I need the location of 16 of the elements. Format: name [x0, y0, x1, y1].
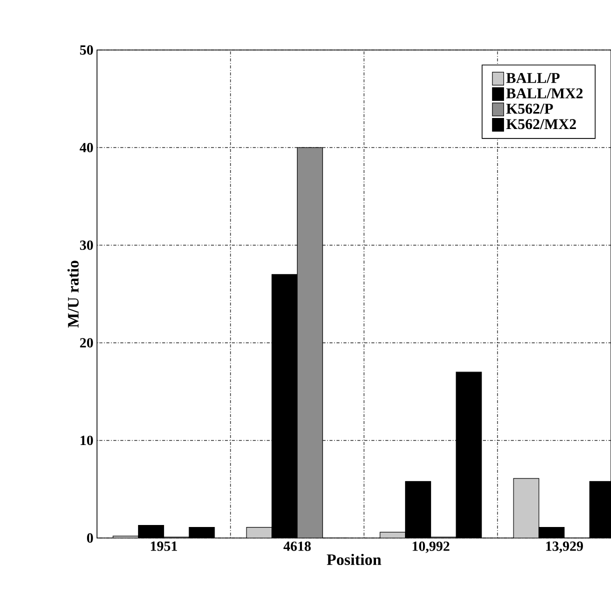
x-tick-label: 1951 — [150, 542, 177, 551]
x-tick-label: 10,992 — [412, 542, 450, 553]
legend-label: K562/MX2 — [506, 119, 576, 130]
legend-label: K562/P — [506, 104, 553, 114]
y-tick-label: 30 — [80, 240, 93, 250]
y-tick-label: 0 — [87, 533, 93, 543]
legend-label: BALL/MX2 — [506, 88, 583, 98]
y-tick-label: 20 — [80, 338, 93, 348]
y-tick-label: 50 — [80, 45, 93, 55]
x-axis-title: Position — [326, 554, 382, 566]
x-tick-label: 13,929 — [546, 542, 583, 553]
y-tick-label: 10 — [80, 436, 93, 446]
legend-label: BALL/P — [506, 73, 560, 84]
y-axis-title: M/U ratio — [67, 260, 79, 328]
y-tick-label: 40 — [80, 142, 93, 152]
x-tick-label: 4618 — [284, 542, 311, 551]
